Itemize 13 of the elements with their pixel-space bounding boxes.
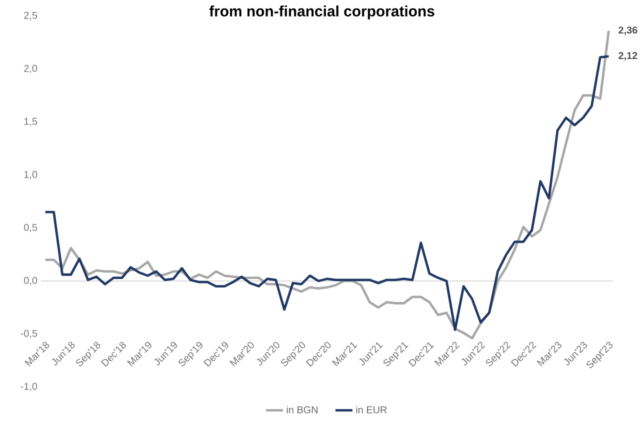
legend-label: in BGN xyxy=(286,406,318,414)
y-tick-label: 0,5 xyxy=(24,224,38,232)
y-tick-label: 0,0 xyxy=(24,276,38,286)
y-tick-label: -1,0 xyxy=(20,382,38,392)
y-tick-label: 2,0 xyxy=(24,64,38,74)
data-label: 2,12 xyxy=(618,52,638,61)
legend-label: in EUR xyxy=(356,406,387,414)
y-tick-label: -0,5 xyxy=(20,330,38,338)
y-tick-label: 2,5 xyxy=(24,12,38,20)
chart-title: from non-financial corporations xyxy=(209,6,434,20)
y-tick-label: 1,5 xyxy=(24,118,38,126)
y-tick-label: 1,0 xyxy=(24,170,38,180)
data-label: 2,36 xyxy=(618,26,638,36)
